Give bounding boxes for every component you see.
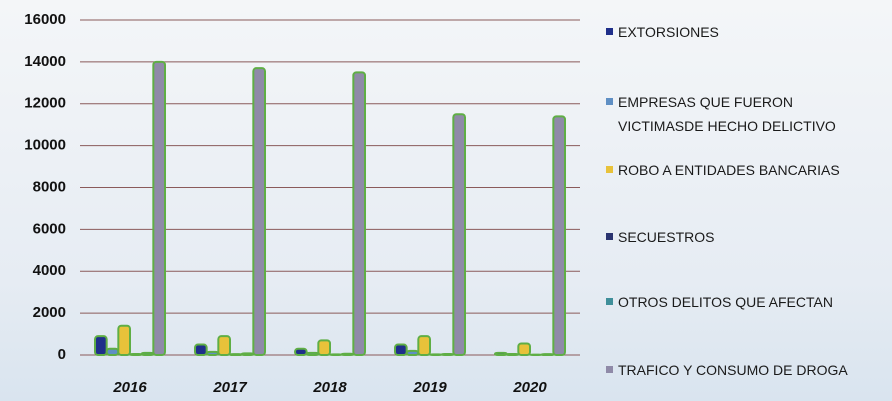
bar [229,353,243,357]
bar [317,339,332,356]
legend-item: TRAFICO Y CONSUMO DE DROGA [606,358,886,382]
y-tick-label: 8000 [33,178,66,195]
legend-swatch [606,28,613,35]
bar [517,342,531,356]
bar [440,352,455,356]
bar [117,324,132,356]
bar [540,353,555,357]
x-tick-label: 2017 [212,379,247,396]
y-tick-label: 10000 [24,137,66,154]
legend-label: EMPRESAS QUE FUERON VICTIMASDE HECHO DEL… [618,94,836,134]
legend-swatch [606,298,613,305]
legend-item: ROBO A ENTIDADES BANCARIAS [606,158,886,182]
legend-item: SECUESTROS [606,225,886,249]
x-tick-label: 2020 [512,379,547,396]
bar [429,353,443,357]
bar [105,347,120,356]
bar [552,115,566,356]
legend-label: ROBO A ENTIDADES BANCARIAS [618,162,840,178]
chart: 0 2000 4000 6000 8000 10000 12000 14000 16000 201… [24,11,580,396]
bar [417,335,432,356]
bar [329,353,343,357]
y-tick-label: 12000 [24,95,66,112]
legend-item: OTROS DELITOS QUE AFECTAN [606,290,886,314]
bar [405,349,420,356]
bar [140,351,155,356]
bar [240,352,255,357]
bar [205,350,220,356]
bar [340,352,355,356]
legend: EXTORSIONES EMPRESAS QUE FUERON VICTIMASD… [606,0,892,401]
y-tick-label: 4000 [33,262,66,279]
bar [194,343,208,356]
bar [217,335,231,356]
x-tick-label: 2019 [412,379,447,396]
legend-swatch [606,98,613,105]
legend-swatch [606,166,613,173]
y-tick-label: 6000 [33,220,66,237]
bar [294,347,308,356]
legend-label: OTROS DELITOS QUE AFECTAN [618,294,833,310]
legend-swatch [606,233,613,240]
bar [152,60,166,356]
bar [505,352,520,356]
bar [394,343,408,356]
legend-label: EXTORSIONES [618,24,719,40]
legend-item: EXTORSIONES [606,20,886,44]
y-tick-label: 2000 [33,304,66,321]
bar [452,113,467,356]
bar [305,351,320,356]
y-tick-label: 0 [58,346,66,363]
legend-item: EMPRESAS QUE FUERON VICTIMASDE HECHO DEL… [606,90,876,138]
x-tick-label: 2018 [312,379,347,396]
y-tick-label: 16000 [24,11,66,28]
legend-label: TRAFICO Y CONSUMO DE DROGA [618,362,848,378]
legend-swatch [606,366,613,373]
bar [129,352,143,356]
x-tick-label: 2016 [112,379,147,396]
legend-label: SECUESTROS [618,229,715,245]
bar [252,67,266,356]
bar [94,335,108,356]
bar [494,351,508,356]
y-tick-label: 14000 [24,53,66,70]
bar [352,71,367,356]
